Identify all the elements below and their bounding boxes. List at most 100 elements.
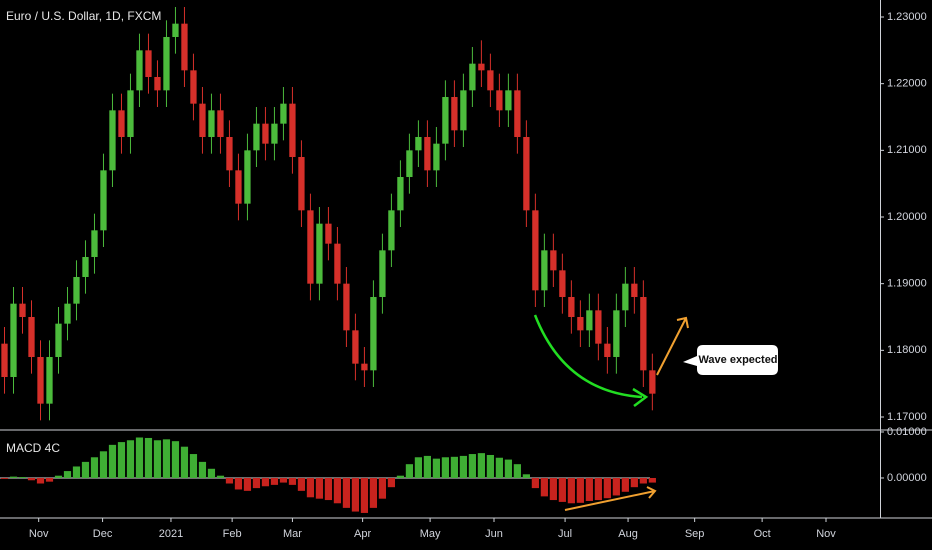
candle-body: [640, 297, 647, 371]
macd-bar: [45, 477, 54, 482]
y-tick-label: 1.17000: [887, 411, 927, 423]
candle-body: [154, 77, 161, 91]
candle-body: [316, 223, 323, 284]
macd-bar: [225, 477, 234, 484]
candle-body: [541, 250, 548, 291]
candle-body: [64, 303, 71, 324]
candle-body: [172, 23, 179, 37]
macd-bar: [630, 477, 638, 488]
macd-bar: [135, 437, 144, 478]
macd-bar: [153, 440, 162, 478]
candle-body: [298, 157, 305, 211]
macd-bar: [441, 457, 449, 478]
y-tick-label: 1.23000: [887, 11, 927, 23]
x-tick-label: Aug: [618, 528, 638, 540]
macd-bar: [198, 461, 207, 478]
x-tick-label: Nov: [816, 528, 836, 540]
macd-bar: [81, 461, 90, 478]
macd-bar: [252, 477, 261, 489]
x-tick-label: Nov: [29, 528, 49, 540]
x-tick-label: Sep: [685, 528, 705, 540]
candle-body: [82, 257, 89, 277]
macd-bar: [36, 477, 45, 484]
macd-bar: [189, 454, 198, 478]
macd-bar: [171, 441, 180, 478]
candle-body: [262, 123, 269, 144]
candle-body: [334, 243, 341, 284]
candle-body: [343, 283, 350, 331]
y-tick-label: 1.22000: [887, 78, 927, 90]
candle-body: [19, 303, 26, 317]
candle-body: [478, 63, 485, 71]
orange-arrow-up: [656, 316, 689, 376]
candle-body: [190, 70, 197, 104]
macd-title: MACD 4C: [6, 441, 60, 455]
macd-bar: [351, 477, 360, 512]
macd-bar: [540, 477, 548, 497]
candle-body: [424, 137, 431, 171]
candle-body: [208, 110, 215, 137]
macd-bar: [549, 477, 557, 501]
macd-bar: [27, 477, 36, 481]
candle-body: [397, 177, 404, 211]
y-tick-label: 1.18000: [887, 344, 927, 356]
chart-title: Euro / U.S. Dollar, 1D, FXCM: [6, 9, 161, 23]
green-arrowhead: [632, 387, 649, 407]
macd-bar: [126, 440, 135, 478]
candle-body: [406, 150, 413, 177]
macd-bar: [288, 477, 297, 485]
macd-bar: [612, 477, 620, 496]
macd-bar: [297, 477, 306, 491]
macd-bar: [378, 477, 387, 499]
macd-bar: [513, 464, 521, 478]
candle-body: [550, 250, 557, 271]
macd-bar: [207, 468, 216, 478]
macd-bar: [414, 457, 423, 478]
macd-bar: [324, 477, 333, 501]
macd-bar: [306, 477, 315, 498]
candle-body: [559, 270, 566, 297]
candle-body: [235, 170, 242, 204]
candle-body: [568, 297, 575, 317]
macd-bar: [90, 457, 99, 478]
macd-bar: [486, 454, 494, 478]
macd-bar: [234, 477, 243, 490]
macd-bar: [567, 477, 575, 504]
candle-body: [1, 343, 8, 377]
macd-bar: [180, 446, 189, 478]
candle-body: [145, 50, 152, 77]
candle-body: [136, 50, 143, 91]
y-tick-label: 0.00000: [887, 472, 927, 484]
candle-body: [415, 137, 422, 151]
candle-body: [622, 283, 629, 311]
macd-bar: [603, 477, 611, 499]
candle-body: [280, 103, 287, 124]
x-tick-label: Oct: [754, 528, 771, 540]
candle-body: [649, 370, 656, 394]
macd-bar: [360, 477, 369, 513]
macd-bar: [144, 437, 153, 478]
x-tick-label: Mar: [283, 528, 302, 540]
macd-bar: [216, 475, 225, 478]
candle-body: [325, 223, 332, 244]
candle-body: [118, 110, 125, 137]
candle-body: [370, 297, 377, 371]
candle-body: [226, 137, 233, 171]
macd-bar: [423, 455, 432, 478]
candle-body: [307, 210, 314, 284]
annotation: Wave expected: [698, 354, 777, 366]
candle-body: [469, 63, 476, 91]
orange-arrow-macd: [564, 486, 657, 511]
macd-bar: [639, 477, 647, 484]
candle-body: [613, 310, 620, 357]
macd-bar: [405, 464, 414, 478]
macd-bar: [594, 477, 602, 501]
candle-body: [253, 123, 260, 151]
candle-body: [451, 97, 458, 131]
macd-bar: [648, 477, 656, 483]
candle-body: [433, 143, 440, 171]
macd-bar: [270, 477, 279, 485]
x-tick-label: Apr: [354, 528, 371, 540]
macd-bar: [0, 477, 9, 479]
candle-body: [496, 90, 503, 111]
